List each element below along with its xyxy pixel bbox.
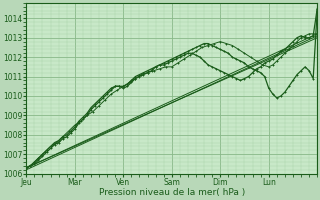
X-axis label: Pression niveau de la mer( hPa ): Pression niveau de la mer( hPa )	[99, 188, 245, 197]
